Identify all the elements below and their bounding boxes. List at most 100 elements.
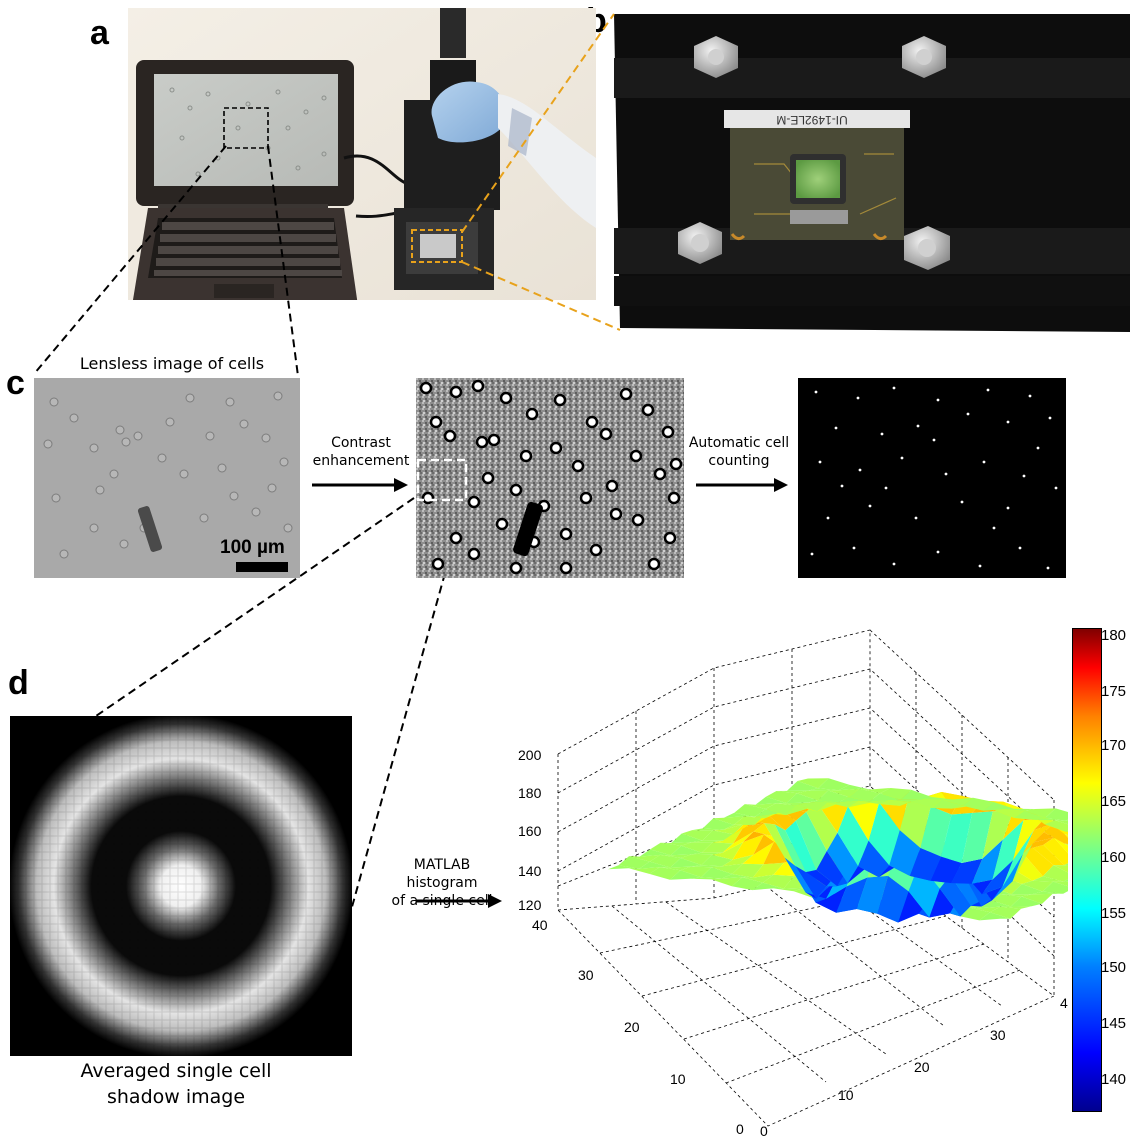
- surface-facet: [680, 866, 712, 878]
- surface-facet: [732, 834, 764, 860]
- scale-bar-label: 100 µm: [220, 537, 285, 558]
- x-tick-0: 0: [760, 1123, 768, 1139]
- surface-facet: [992, 820, 1024, 880]
- panel-label-c: c: [6, 364, 25, 402]
- surface-facet: [1013, 818, 1045, 860]
- surface-facet: [827, 800, 859, 808]
- surface-facet: [764, 823, 796, 866]
- surface-facet: [752, 862, 784, 878]
- connector-a-b-top: [461, 13, 615, 233]
- cb-tick-175: 175: [1101, 683, 1127, 700]
- surface-facet: [786, 793, 818, 804]
- surface-facet: [1042, 881, 1068, 894]
- surface-facet: [868, 802, 900, 866]
- surface-facet: [1010, 896, 1043, 907]
- surface-facet: [1064, 863, 1068, 866]
- surface-facet: [701, 842, 734, 853]
- surface-facet: [1003, 808, 1035, 811]
- photo-image-sensor: UI-1492LE-M: [614, 14, 1130, 332]
- surface-facet: [837, 806, 869, 867]
- surface-facet: [1034, 818, 1066, 821]
- z-tick-140: 140: [518, 863, 542, 879]
- x-tick-30: 30: [990, 1027, 1006, 1043]
- lensless-image: [34, 378, 300, 578]
- surface-facet: [1032, 844, 1064, 866]
- surface-facet: [1042, 865, 1068, 882]
- surface-facet: [660, 854, 692, 858]
- surface-facet: [692, 828, 724, 831]
- surface-facet: [742, 874, 774, 883]
- connector-screen-right: [267, 145, 299, 377]
- arrow-counting: [696, 478, 788, 492]
- surface-facet: [628, 867, 660, 874]
- surface-facet: [681, 830, 713, 841]
- surface-facet: [939, 875, 971, 917]
- surface-facet: [890, 799, 922, 802]
- surface-facet: [815, 886, 847, 913]
- surface-facet: [722, 831, 754, 853]
- surface-facet: [961, 870, 993, 895]
- surface-facet: [629, 854, 661, 862]
- surface-facet: [818, 778, 850, 791]
- surface-facet: [898, 891, 930, 923]
- surface-facet: [753, 834, 785, 855]
- surface-facet: [880, 788, 912, 800]
- surface-facet: [795, 811, 827, 870]
- surface-facet: [690, 865, 723, 868]
- surface-facet: [1022, 847, 1054, 877]
- colorbar-ticks: 180 175 170 165 160 155 150 145 140: [1100, 628, 1133, 1112]
- surface-facet: [702, 818, 734, 830]
- surface-facet: [982, 810, 1014, 859]
- surface-facet: [848, 788, 880, 802]
- surface-facet: [712, 826, 744, 844]
- surface-mesh: [608, 778, 1068, 923]
- averaged-cell-caption-line2: shadow image: [106, 1086, 246, 1108]
- photo-laptop-setup: [128, 8, 596, 300]
- surface-facet: [722, 854, 754, 867]
- arrow-label-counting: Automatic cell counting: [684, 434, 794, 470]
- counted-image: [798, 378, 1066, 578]
- surface-facet: [858, 800, 891, 805]
- surface-facet: [836, 877, 868, 913]
- surface-facet: [941, 797, 974, 806]
- surface-facet: [969, 906, 1001, 913]
- surface-facet: [723, 812, 755, 818]
- surface-facet: [1000, 894, 1032, 897]
- surface-facet: [806, 802, 838, 851]
- surface-facet: [690, 877, 722, 880]
- surface-facet: [1033, 818, 1065, 835]
- surface-facet: [762, 874, 795, 889]
- enhanced-image: [416, 378, 684, 578]
- lensless-caption: Lensless image of cells: [79, 354, 265, 373]
- surface-facet: [752, 882, 784, 891]
- surface-facet: [732, 863, 764, 878]
- surface-facet: [979, 900, 1011, 909]
- surface-facet: [794, 869, 827, 903]
- arrow-label-counting-line2: counting: [708, 453, 770, 469]
- surface-facet: [743, 831, 775, 842]
- averaged-cell-image: [10, 716, 352, 1056]
- surface-facet: [877, 875, 909, 923]
- surface-facet: [796, 802, 828, 812]
- surface-facet: [826, 832, 859, 884]
- surface-facet: [786, 805, 818, 815]
- surface-facet: [734, 804, 766, 817]
- surface-facet: [1032, 891, 1064, 895]
- surface-facet: [921, 797, 953, 800]
- surface-facet: [1032, 876, 1064, 882]
- surface-facet: [931, 799, 963, 809]
- surface-facet: [670, 858, 702, 868]
- surface-facet: [618, 856, 650, 869]
- surface-facet: [1044, 820, 1068, 832]
- surface-facet: [701, 854, 733, 867]
- surface-facet: [961, 811, 993, 863]
- surface-facet: [701, 867, 733, 879]
- surface-facet: [773, 887, 805, 892]
- surface-facet: [712, 824, 744, 835]
- surface-facet: [900, 789, 932, 800]
- surface-facet: [649, 867, 681, 880]
- surface-facet: [691, 840, 723, 843]
- averaged-cell-caption-line1: Averaged single cell: [80, 1060, 272, 1082]
- connector-screen-left: [33, 145, 227, 375]
- y-tick-30: 30: [578, 967, 594, 983]
